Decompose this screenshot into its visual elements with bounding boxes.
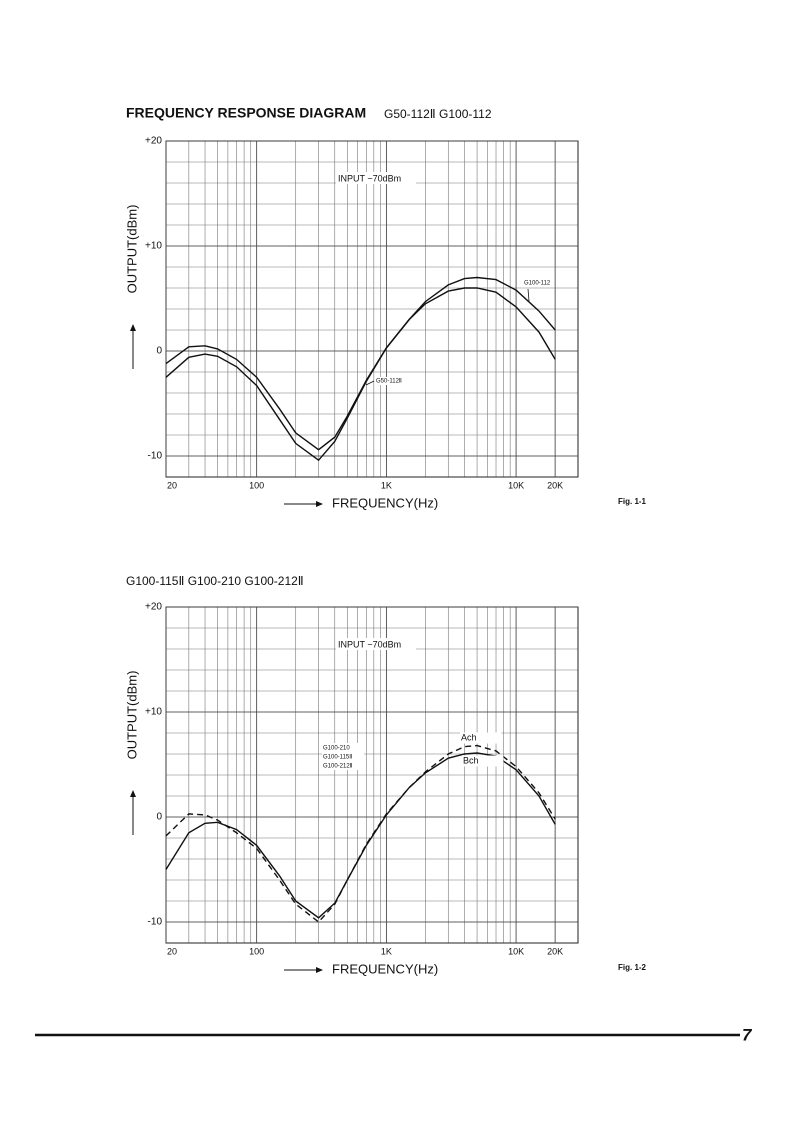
x-axis-arrowhead [316, 501, 323, 507]
x-tick-label: 10K [508, 480, 524, 490]
model-label: G100-115Ⅱ [323, 755, 352, 761]
series-line [165, 752, 556, 919]
annotation-bg [336, 638, 416, 650]
model-label: G100-212Ⅱ [323, 764, 353, 770]
figure-caption: Fig. 1-1 [618, 497, 647, 506]
x-tick-label: 1K [381, 480, 392, 490]
series-label: G100-112 [524, 281, 551, 287]
y-tick-label: +20 [145, 136, 162, 147]
x-tick-label: 20K [547, 480, 563, 490]
x-tick-label: 100 [249, 946, 264, 956]
model-label-bg [322, 743, 364, 752]
series-line [165, 744, 556, 923]
series-label: G50-112Ⅱ [376, 379, 402, 385]
y-tick-label: 0 [156, 346, 162, 357]
x-tick-label: 20 [167, 480, 177, 490]
x-tick-label: 1K [381, 946, 392, 956]
series-label-bg [462, 755, 504, 767]
y-tick-label: 0 [156, 812, 162, 823]
series-line [165, 276, 556, 451]
x-tick-label: 100 [249, 480, 264, 490]
series-line [165, 287, 556, 462]
x-axis-label: FREQUENCY(Hz) [332, 495, 438, 510]
y-axis-label: OUTPUT(dBm) [124, 205, 139, 294]
series-label-leader [527, 288, 530, 302]
y-axis-arrowhead [130, 790, 136, 797]
series-label-leader [365, 380, 375, 386]
model-label: G100-210 [323, 746, 350, 752]
page-number: 7 [742, 1025, 753, 1044]
x-tick-label: 20 [167, 946, 177, 956]
y-axis-label: OUTPUT(dBm) [124, 671, 139, 760]
y-tick-label: +10 [145, 241, 162, 252]
x-tick-label: 20K [547, 946, 563, 956]
y-tick-label: +10 [145, 707, 162, 718]
x-axis-label: FREQUENCY(Hz) [332, 961, 438, 976]
annotation: INPUT −70dBm [338, 173, 401, 183]
x-tick-label: 10K [508, 946, 524, 956]
series-label: Bch [463, 755, 479, 765]
chart-title: FREQUENCY RESPONSE DIAGRAM [126, 105, 366, 121]
annotation-bg [336, 172, 416, 184]
series-label-bg [523, 279, 551, 287]
y-tick-label: +20 [145, 602, 162, 613]
series-label: Ach [461, 732, 477, 742]
y-axis-arrowhead [130, 324, 136, 331]
figure-caption: Fig. 1-2 [618, 963, 647, 972]
x-axis-arrowhead [316, 967, 323, 973]
model-label-bg [322, 752, 364, 761]
series-label-bg [460, 732, 502, 744]
y-tick-label: -10 [148, 451, 163, 462]
y-tick-label: -10 [148, 917, 163, 928]
chart-title: G100-115Ⅱ G100-210 G100-212Ⅱ [126, 574, 304, 588]
annotation: INPUT −70dBm [338, 639, 401, 649]
chart-subtitle: G50-112Ⅱ G100-112 [384, 107, 492, 121]
series-label-bg [375, 377, 403, 385]
model-label-bg [322, 761, 364, 770]
